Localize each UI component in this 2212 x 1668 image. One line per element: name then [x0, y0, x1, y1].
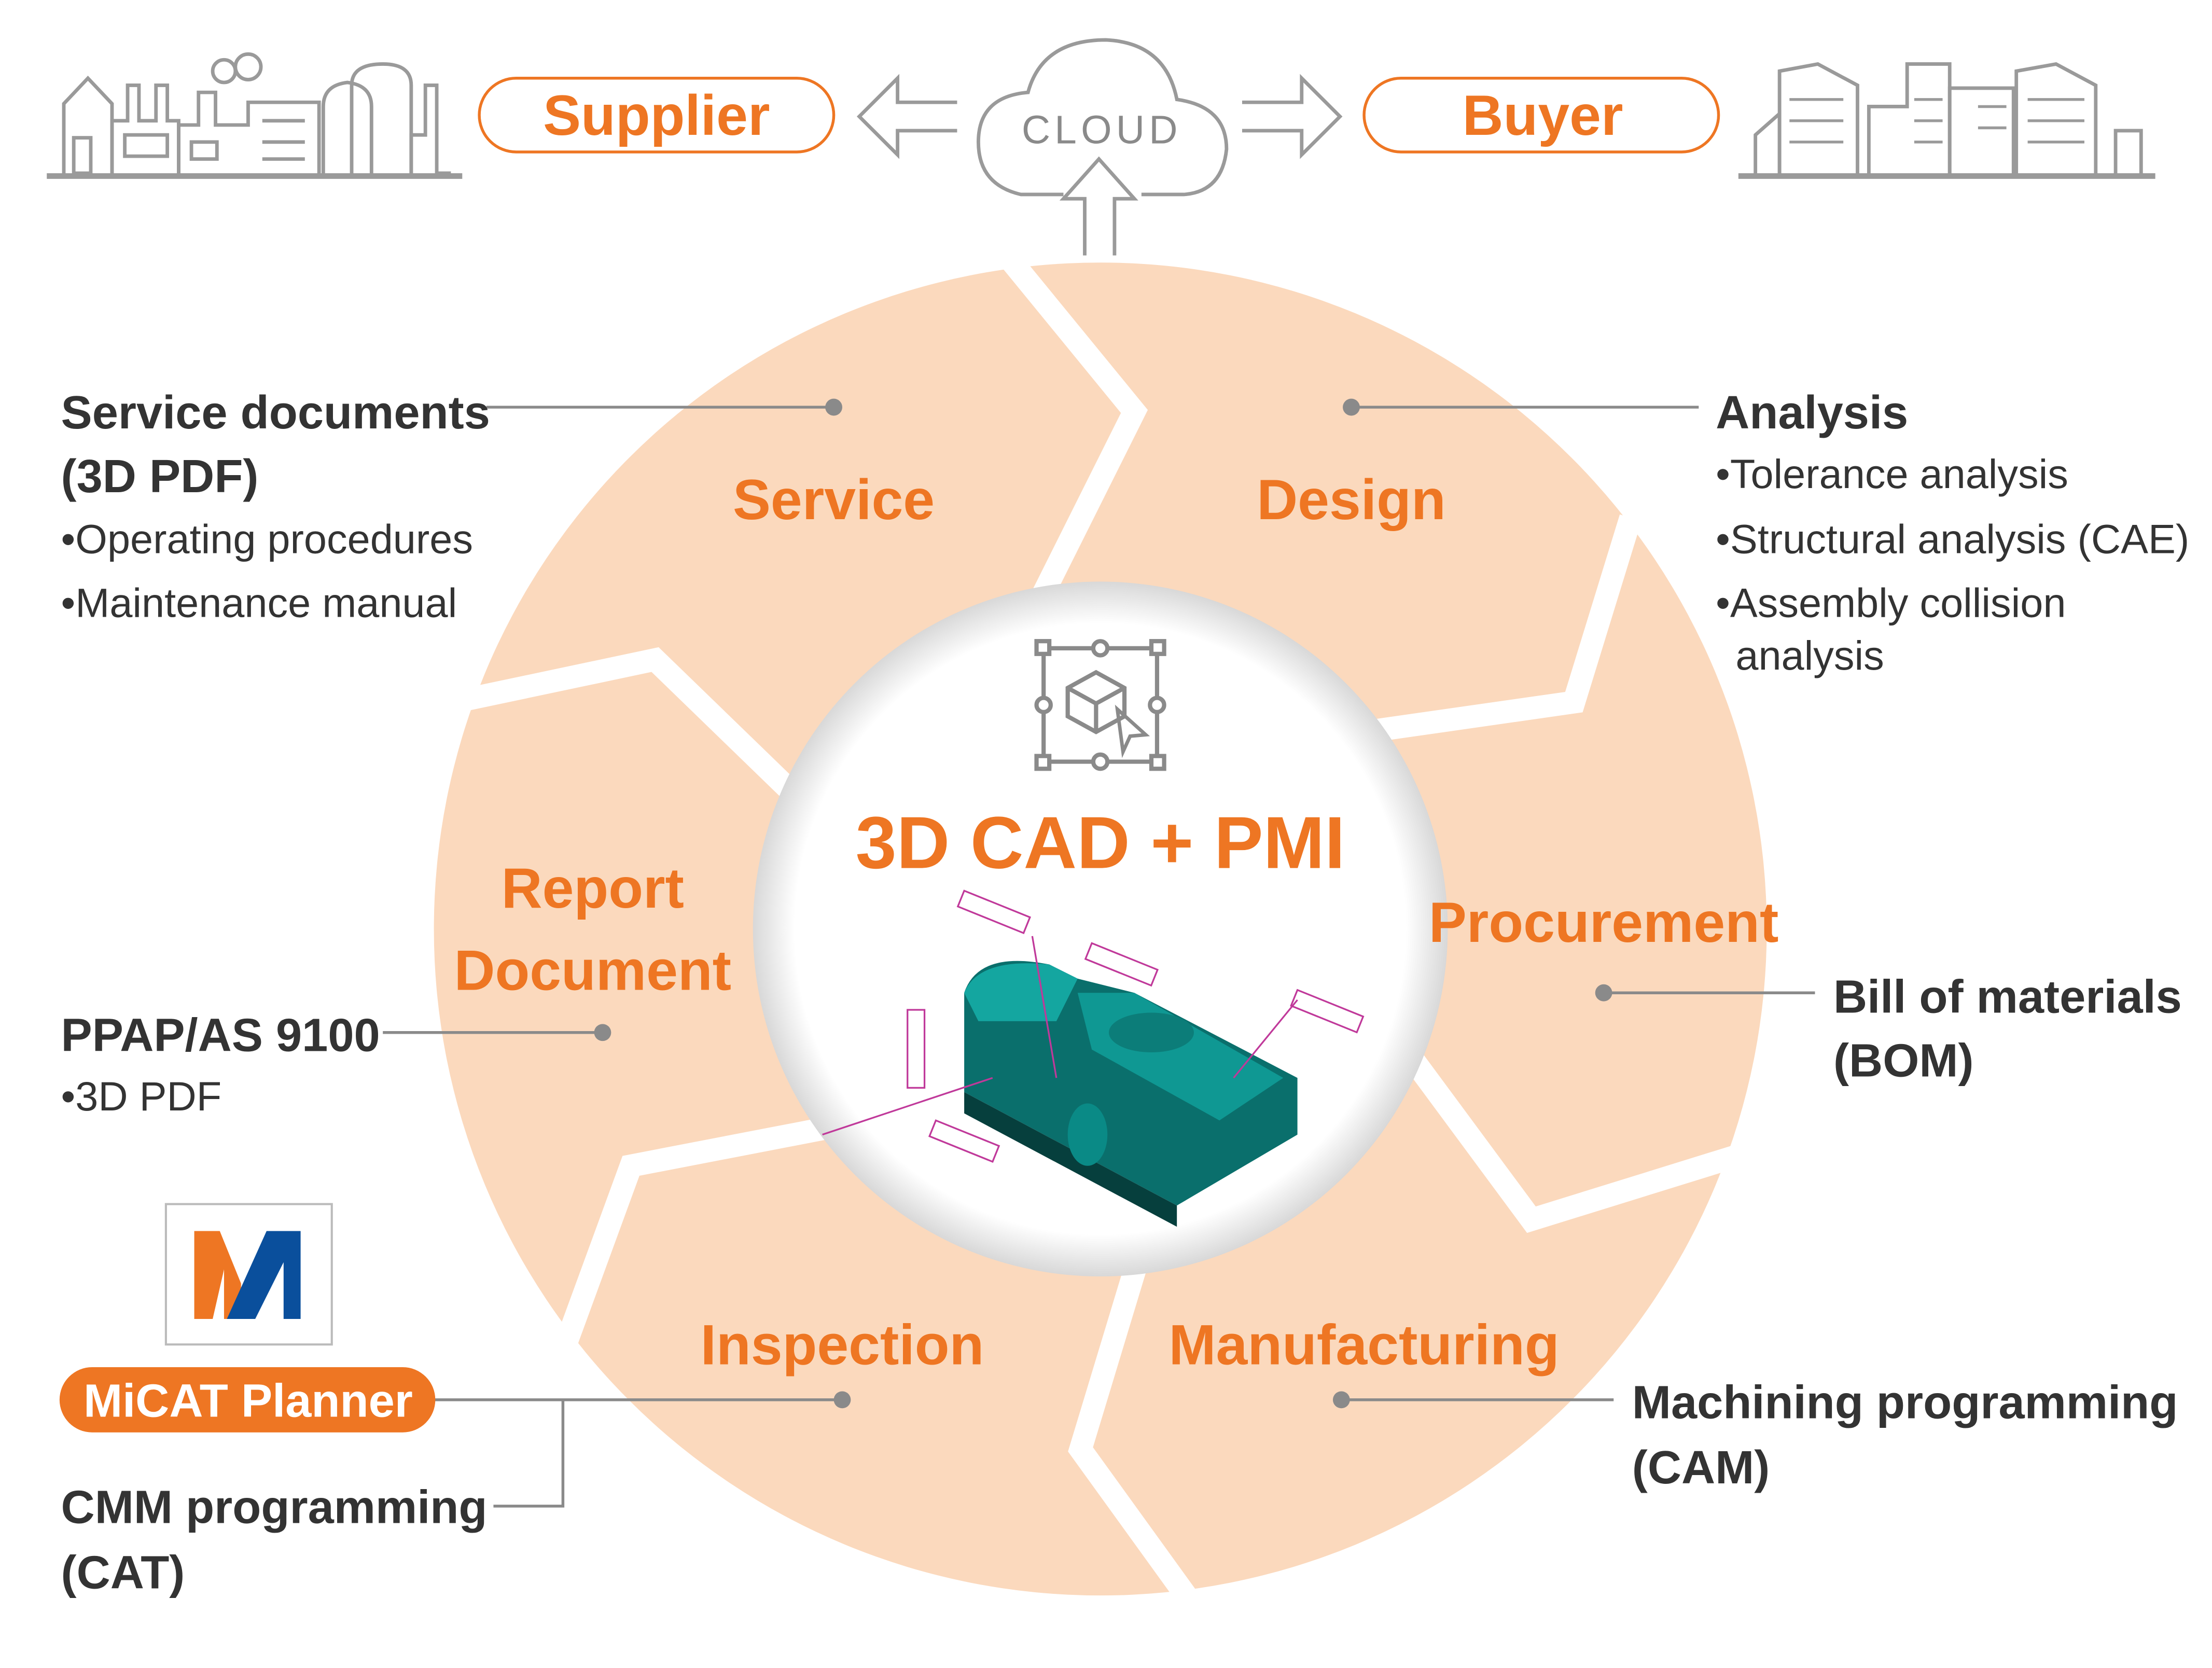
note-title: Machining programming	[1632, 1376, 2178, 1428]
center-title: 3D CAD + PMI	[856, 802, 1345, 884]
note-report: PPAP/AS 9100 •3D PDF	[61, 1009, 380, 1119]
note-service: Service documents (3D PDF) •Operating pr…	[61, 386, 490, 626]
buyer-label: Buyer	[1463, 84, 1623, 147]
note-title: CMM programming	[61, 1481, 488, 1534]
supplier-label: Supplier	[543, 84, 770, 147]
micat-planner-badge	[59, 1367, 436, 1433]
stage-report-line2: Document	[454, 939, 731, 1003]
leader-lines	[383, 398, 1815, 1508]
city-buildings-icon	[1738, 62, 2155, 179]
note-item: •3D PDF	[61, 1073, 222, 1119]
micat-planner-label: MiCAT Planner	[84, 1375, 413, 1427]
note-item: •Assembly collision	[1716, 580, 2066, 626]
note-title: Service documents	[61, 386, 490, 439]
note-item: •Structural analysis (CAE)	[1716, 516, 2189, 562]
note-manufacturing: Machining programming (CAM)	[1632, 1376, 2178, 1494]
segment-divider	[451, 647, 802, 803]
stage-design: Design	[1257, 468, 1446, 532]
supplier-label-box	[478, 77, 836, 154]
buyer-label-box	[1362, 77, 1720, 154]
segment-divider	[1373, 514, 1641, 742]
factory-skyline-icon	[47, 52, 463, 179]
stage-service: Service	[733, 468, 935, 532]
note-title: Analysis	[1716, 386, 1908, 439]
note-item: analysis	[1735, 632, 1884, 678]
stage-procurement: Procurement	[1429, 891, 1778, 954]
stage-inspection: Inspection	[701, 1314, 984, 1377]
arrow-left-icon	[856, 74, 957, 159]
cad-model-image	[822, 889, 1365, 1227]
note-title: (CAM)	[1632, 1441, 1770, 1494]
note-analysis: Analysis •Tolerance analysis •Structural…	[1716, 386, 2189, 678]
stage-manufacturing: Manufacturing	[1168, 1314, 1559, 1377]
3d-cube-select-icon	[1034, 639, 1166, 771]
note-title: (3D PDF)	[61, 450, 259, 503]
note-inspection: CMM programming (CAT)	[61, 1481, 488, 1599]
note-title: Bill of materials	[1833, 970, 2182, 1023]
arrow-up-icon	[1059, 156, 1138, 256]
micat-logo	[164, 1203, 333, 1346]
segment-divider	[998, 248, 1148, 601]
segment-divider	[557, 1116, 832, 1344]
note-item: •Operating procedures	[61, 516, 473, 562]
note-item: •Tolerance analysis	[1716, 451, 2068, 497]
note-procurement: Bill of materials (BOM)	[1833, 970, 2182, 1087]
note-item: •Maintenance manual	[61, 580, 457, 626]
cloud-icon	[977, 38, 1229, 197]
arrow-right-icon	[1242, 74, 1343, 159]
note-title: (CAT)	[61, 1546, 185, 1598]
stage-report-line1: Report	[502, 857, 684, 920]
note-title: (BOM)	[1833, 1035, 1974, 1087]
segment-divider	[1401, 1050, 1741, 1233]
note-title: PPAP/AS 9100	[61, 1009, 380, 1061]
center-hub: 3D CAD + PMI	[753, 581, 1448, 1276]
segment-divider	[1068, 1244, 1201, 1609]
cloud-label: CLOUD	[1022, 108, 1182, 152]
